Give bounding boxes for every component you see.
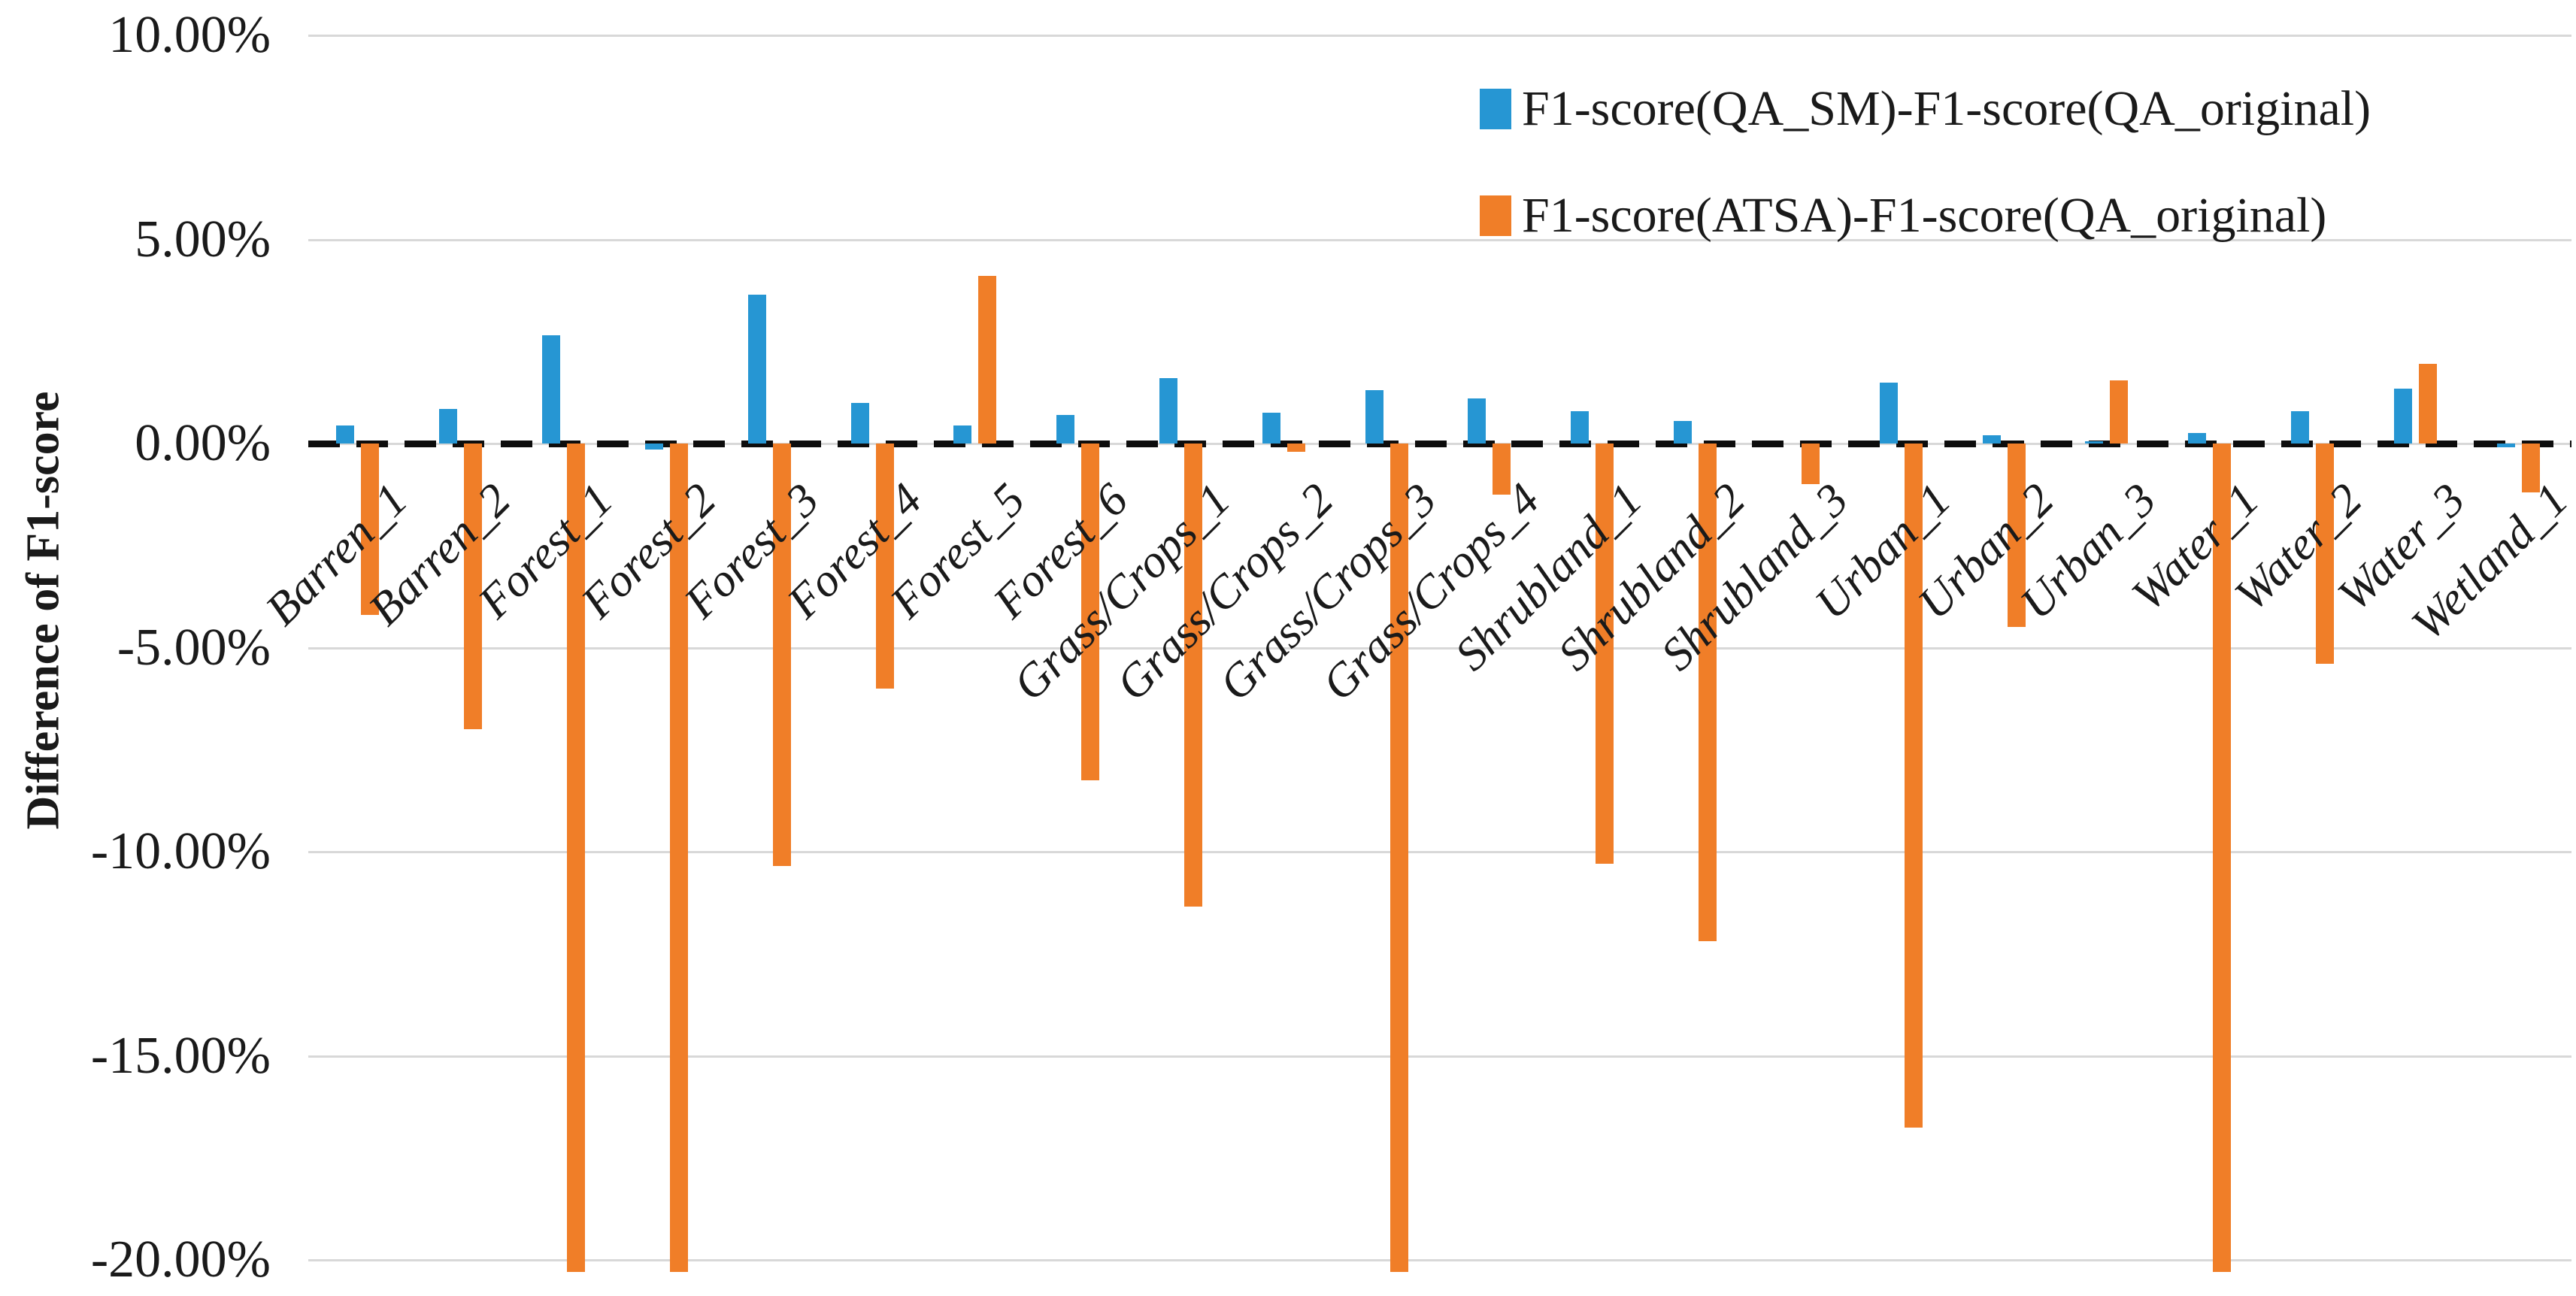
y-tick-label: -10.00%	[90, 822, 271, 880]
legend-item-qa-sm: F1-score(QA_SM)-F1-score(QA_original)	[1480, 84, 2371, 134]
bar-qa-sm-Grass/Crops_2	[1262, 413, 1280, 444]
legend-swatch-qa-sm	[1480, 89, 1511, 129]
bar-atsa-Forest_5	[978, 276, 996, 444]
bar-atsa-Grass/Crops_3	[1390, 444, 1408, 1272]
y-tick-label: 0.00%	[135, 414, 271, 472]
bar-qa-sm-Shrubland_1	[1571, 411, 1589, 444]
bar-atsa-Wetland_1	[2522, 444, 2540, 492]
bar-atsa-Forest_6	[1081, 444, 1099, 780]
bar-qa-sm-Urban_2	[1983, 435, 2001, 444]
y-tick-label: -5.00%	[117, 619, 271, 677]
bar-qa-sm-Wetland_1	[2497, 444, 2515, 447]
legend-item-atsa: F1-score(ATSA)-F1-score(QA_original)	[1480, 191, 2371, 241]
bar-atsa-Urban_3	[2110, 380, 2128, 444]
bar-atsa-Forest_1	[567, 444, 585, 1272]
bar-qa-sm-Forest_1	[542, 335, 560, 444]
bar-atsa-Water_3	[2419, 364, 2437, 444]
bar-atsa-Shrubland_1	[1596, 444, 1614, 864]
bar-atsa-Barren_2	[464, 444, 482, 729]
bar-atsa-Forest_3	[773, 444, 791, 866]
y-tick-label: 10.00%	[108, 6, 271, 64]
y-tick-label: -15.00%	[90, 1027, 271, 1085]
gridline--10.00%	[308, 851, 2571, 853]
bar-qa-sm-Urban_1	[1880, 383, 1898, 444]
gridline--20.00%	[308, 1259, 2571, 1261]
bar-qa-sm-Barren_2	[439, 409, 457, 444]
bar-qa-sm-Barren_1	[336, 425, 354, 444]
bar-atsa-Forest_2	[670, 444, 688, 1272]
legend-label-atsa: F1-score(ATSA)-F1-score(QA_original)	[1522, 188, 2327, 243]
bar-qa-sm-Grass/Crops_3	[1365, 390, 1383, 444]
y-tick-label: 5.00%	[135, 210, 271, 268]
bar-qa-sm-Water_3	[2394, 389, 2412, 444]
bar-atsa-Grass/Crops_4	[1493, 444, 1511, 495]
bar-atsa-Barren_1	[361, 444, 379, 615]
y-tick-label: -20.00%	[90, 1231, 271, 1288]
bar-atsa-Water_2	[2316, 444, 2334, 664]
bar-qa-sm-Grass/Crops_4	[1468, 398, 1486, 444]
bar-qa-sm-Forest_5	[953, 425, 971, 444]
legend-swatch-atsa	[1480, 195, 1511, 236]
bar-atsa-Water_1	[2213, 444, 2231, 1272]
gridline-10.00%	[308, 35, 2571, 37]
gridline--15.00%	[308, 1055, 2571, 1058]
bar-atsa-Urban_1	[1905, 444, 1923, 1128]
bar-atsa-Grass/Crops_2	[1287, 444, 1305, 452]
gridline--5.00%	[308, 647, 2571, 650]
bar-qa-sm-Water_2	[2291, 411, 2309, 444]
bar-qa-sm-Forest_6	[1056, 415, 1074, 444]
bar-atsa-Shrubland_2	[1699, 444, 1717, 941]
bar-atsa-Forest_4	[876, 444, 894, 689]
bar-atsa-Urban_2	[2008, 444, 2026, 627]
bar-qa-sm-Shrubland_2	[1674, 421, 1692, 444]
bar-qa-sm-Urban_3	[2085, 441, 2103, 444]
bar-qa-sm-Forest_4	[851, 403, 869, 444]
bar-qa-sm-Water_1	[2188, 433, 2206, 444]
zero-baseline-dashed	[308, 441, 2571, 447]
bar-qa-sm-Forest_2	[645, 444, 663, 450]
gridline-5.00%	[308, 239, 2571, 241]
legend-label-qa-sm: F1-score(QA_SM)-F1-score(QA_original)	[1522, 81, 2371, 136]
bar-qa-sm-Grass/Crops_1	[1159, 378, 1177, 444]
bar-atsa-Grass/Crops_1	[1184, 444, 1202, 907]
bar-qa-sm-Forest_3	[748, 295, 766, 444]
legend: F1-score(QA_SM)-F1-score(QA_original) F1…	[1480, 84, 2371, 241]
bar-atsa-Shrubland_3	[1802, 444, 1820, 484]
